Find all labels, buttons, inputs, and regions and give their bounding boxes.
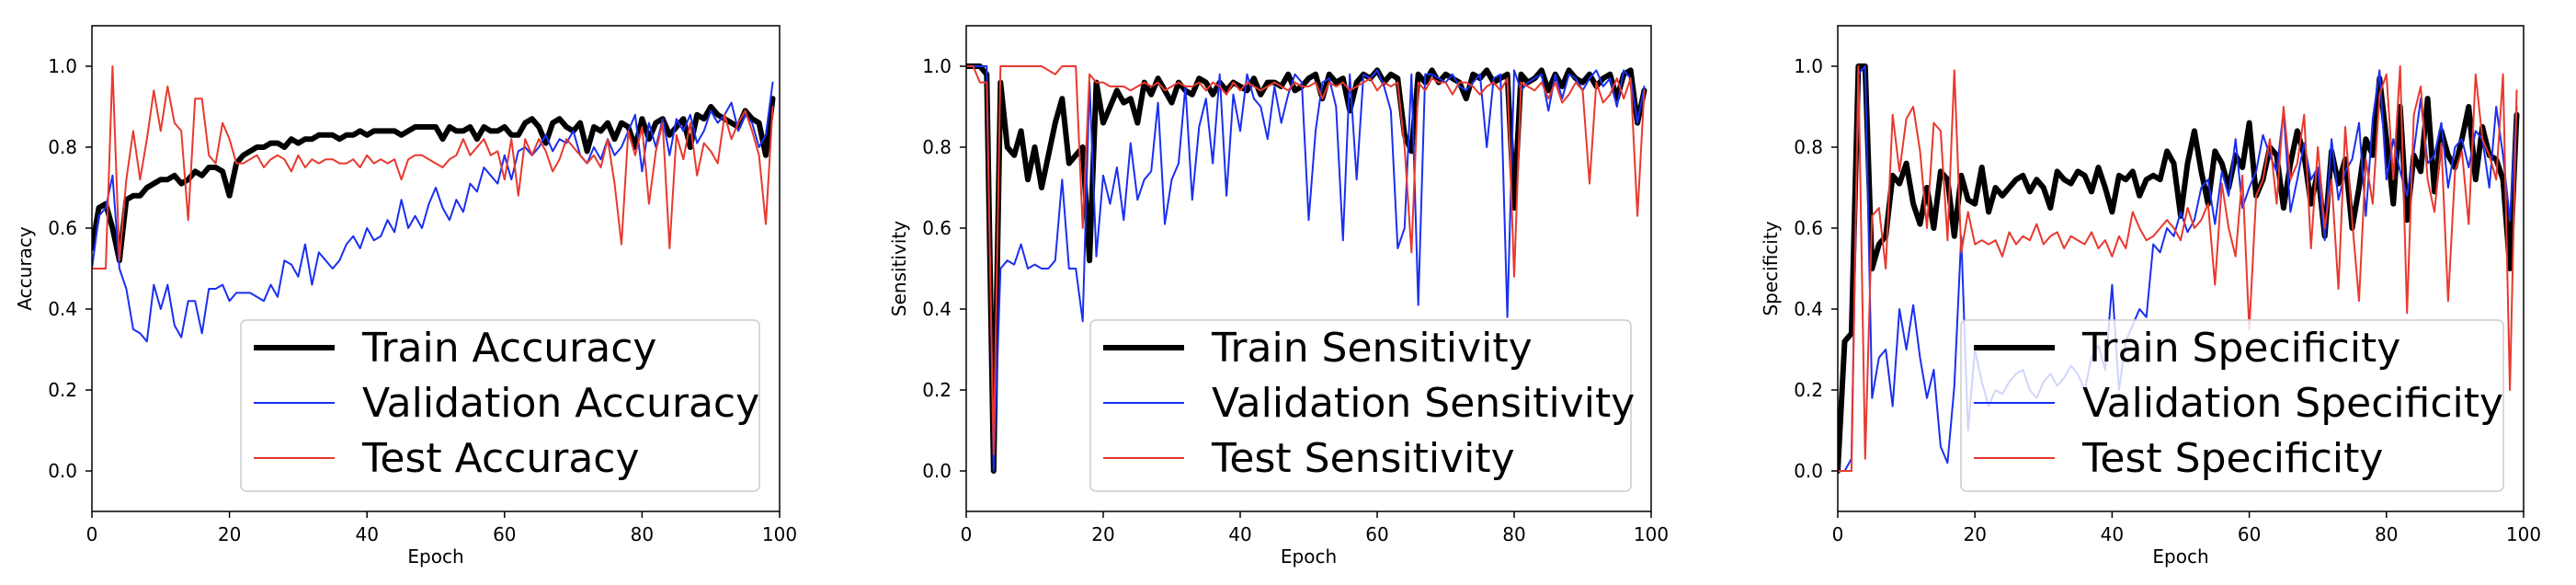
chart-1-x-tick-label-40: 40 [355,523,378,545]
chart-2-axes-frame [965,25,1652,512]
chart-3-x-axis-title: Epoch [2152,545,2208,568]
chart-2-x-tick-label-80: 80 [1502,523,1525,545]
chart-1-legend-label-train-accuracy: Train Accuracy [361,325,656,372]
chart-2-x-tick-label-60: 60 [1365,523,1388,545]
chart-1-legend-box [240,319,760,492]
chart-3-legend-label-train-specificity: Train Specificity [2081,325,2400,372]
chart-3-legend-label-test-specificity: Test Specificity [2081,435,2383,482]
chart-1-y-tick-label-0-2: 0.2 [48,379,77,401]
chart-1-x-tick-label-20: 20 [218,523,241,545]
chart-1-y-tick-label-0-4: 0.4 [48,298,77,320]
chart-3-legend-label-validation-specificity: Validation Specificity [2082,380,2503,427]
chart-1-axes-frame [91,25,781,512]
chart-3-y-axis-title: Specificity [1760,221,1782,315]
chart-2-legend-label-train-sensitivity: Train Sensitivity [1211,325,1533,372]
chart-3-legend: Train Specificity Validation Specificity T… [1960,319,2504,492]
chart-2-y-tick-label-0-2: 0.2 [922,379,952,401]
chart-1-legend-label-validation-accuracy: Validation Accuracy [362,380,759,427]
chart-1-legend: Train Accuracy Validation Accuracy Test Ac… [240,319,760,492]
chart-2-y-tick-label-0-6: 0.6 [922,217,952,239]
chart-3-x-tick-label-100: 100 [2506,523,2541,545]
chart-3-x-tick-label-0: 0 [1832,523,1844,545]
chart-1-x-tick-label-60: 60 [493,523,516,545]
chart-2-legend-box [1089,319,1632,492]
chart-3-legend-box [1960,319,2504,492]
chart-2-legend-label-test-sensitivity: Test Sensitivity [1211,435,1515,482]
chart-1-series-validation-accuracy [92,81,774,343]
chart-1-y-tick-label-1-0: 1.0 [48,55,77,77]
chart-2-legend: Train Sensitivity Validation Sensitivity T… [1089,319,1635,492]
chart-2-y-tick-label-0-8: 0.8 [922,136,952,158]
specificity-panel: 0 20 40 60 80 100 0.0 0.2 0.4 0.6 0.8 1.0 Epoch Speci… [1760,25,2541,568]
chart-3-series-group [1838,63,2520,474]
sensitivity-panel: 0 20 40 60 80 100 0.0 0.2 0.4 0.6 0.8 1.0 Epoch Sensi… [888,25,1669,568]
chart-2-legend-label-validation-sensitivity: Validation Sensitivity [1212,380,1635,427]
chart-1-series-train-accuracy [92,96,776,264]
chart-2-x-axis-title: Epoch [1281,545,1337,568]
chart-3-y-tick-label-0-8: 0.8 [1794,136,1823,158]
chart-1-series-group [92,65,776,343]
chart-1-x-tick-label-80: 80 [631,523,654,545]
chart-2-x-tick-label-20: 20 [1091,523,1114,545]
chart-2-x-tick-label-0: 0 [961,523,973,545]
chart-2-x-tick-label-100: 100 [1634,523,1669,545]
chart-2-y-tick-label-1-0: 1.0 [922,55,952,77]
chart-2-series-test-sensitivity [966,65,1646,456]
accuracy-panel: 0 20 40 60 80 100 0.0 0.2 0.4 0.6 0.8 1.0 Epoch Accur… [14,25,797,568]
chart-1-y-tick-label-0-0: 0.0 [48,460,77,482]
chart-3-x-tick-label-80: 80 [2375,523,2398,545]
chart-1-x-tick-label-0: 0 [86,523,98,545]
chart-1-legend-label-test-accuracy: Test Accuracy [361,435,640,482]
chart-2-y-axis-title: Sensitivity [888,221,910,316]
chart-3-series-test-specificity [1838,65,2518,472]
chart-1-x-tick-label-100: 100 [762,523,797,545]
chart-1-y-tick-label-0-6: 0.6 [48,217,77,239]
chart-2-y-tick-label-0-0: 0.0 [922,460,952,482]
chart-1-y-tick-label-0-8: 0.8 [48,136,77,158]
chart-1-x-axis-title: Epoch [407,545,463,568]
chart-3-y-tick-label-0-0: 0.0 [1794,460,1823,482]
chart-2-x-tick-label-40: 40 [1228,523,1251,545]
chart-1-y-axis-title: Accuracy [14,226,36,310]
chart-3-y-tick-label-0-4: 0.4 [1794,298,1823,320]
chart-2-series-validation-sensitivity [966,65,1646,472]
chart-3-y-tick-label-0-6: 0.6 [1794,217,1823,239]
chart-1-series-test-accuracy [92,65,774,270]
chart-3-x-tick-label-60: 60 [2238,523,2261,545]
chart-3-x-tick-label-20: 20 [1963,523,1986,545]
chart-3-y-tick-label-1-0: 1.0 [1794,55,1823,77]
chart-2-y-tick-label-0-4: 0.4 [922,298,952,320]
chart-2-series-group [966,63,1647,474]
chart-3-x-tick-label-40: 40 [2101,523,2124,545]
chart-3-axes-frame [1837,25,2525,512]
chart-3-y-tick-label-0-2: 0.2 [1794,379,1823,401]
